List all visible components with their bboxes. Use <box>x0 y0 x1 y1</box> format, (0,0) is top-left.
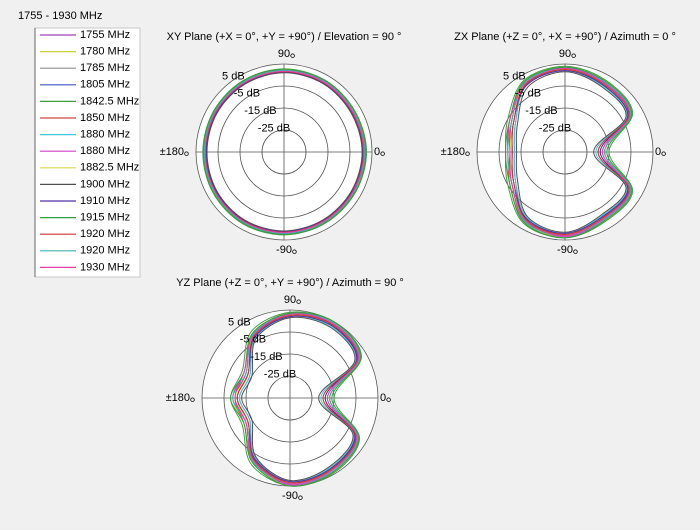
legend-label: 1882.5 MHz <box>80 162 139 174</box>
angle-label: -90 <box>276 244 292 256</box>
r-tick-label: 5 dB <box>503 70 526 82</box>
r-tick-label: -15 dB <box>244 105 276 117</box>
legend-box <box>34 27 141 278</box>
pattern-curve <box>505 66 633 239</box>
angle-label: -90 <box>282 490 298 502</box>
legend-label: 1780 MHz <box>80 46 130 58</box>
pattern-curve <box>238 315 357 483</box>
legend-label: 1755 MHz <box>80 29 130 41</box>
pattern-curve <box>202 68 367 236</box>
legend-label: 1805 MHz <box>80 79 130 91</box>
r-tick-label: -5 dB <box>234 88 260 100</box>
angle-label: -90 <box>557 244 573 256</box>
r-tick-label: -25 dB <box>539 122 571 134</box>
pattern-curve <box>511 68 630 236</box>
degree-mark <box>571 53 576 58</box>
angle-label: 0 <box>374 146 380 158</box>
legend-label: 1930 MHz <box>80 261 130 273</box>
degree-mark <box>190 397 195 402</box>
legend-label: 1920 MHz <box>80 245 130 257</box>
legend-label: 1920 MHz <box>80 228 130 240</box>
r-tick-label: -25 dB <box>258 122 290 134</box>
pattern-curve <box>234 313 360 485</box>
legend-title: 1755 - 1930 MHz <box>18 10 102 22</box>
r-tick-label: -15 dB <box>250 351 282 363</box>
pattern-curve <box>241 316 356 482</box>
plot-title: ZX Plane (+Z = 0°, +X = +90°) / Azimuth … <box>454 31 676 43</box>
degree-mark <box>292 249 297 254</box>
degree-mark <box>386 397 391 402</box>
angle-label: 90 <box>278 48 290 60</box>
plot-title: XY Plane (+X = 0°, +Y = +90°) / Elevatio… <box>167 31 402 43</box>
degree-mark <box>290 53 295 58</box>
pattern-curve <box>236 314 359 484</box>
legend-label: 1880 MHz <box>80 145 130 157</box>
angle-label: 90 <box>284 294 296 306</box>
pattern-curve <box>206 72 363 232</box>
degree-mark <box>184 151 189 156</box>
pattern-curve <box>513 70 628 234</box>
pattern-curve <box>507 67 632 237</box>
r-tick-label: -15 dB <box>525 105 557 117</box>
pattern-curve <box>508 67 631 237</box>
legend-label: 1880 MHz <box>80 129 130 141</box>
angle-label: 0 <box>655 146 661 158</box>
degree-mark <box>661 151 666 156</box>
r-tick-label: 5 dB <box>228 316 251 328</box>
r-tick-label: -5 dB <box>515 88 541 100</box>
pattern-curve <box>232 313 361 485</box>
legend-label: 1910 MHz <box>80 195 130 207</box>
legend-label: 1915 MHz <box>80 212 130 224</box>
degree-mark <box>465 151 470 156</box>
r-tick-label: 5 dB <box>222 70 245 82</box>
angle-label: 90 <box>559 48 571 60</box>
degree-mark <box>380 151 385 156</box>
angle-label: ±180 <box>441 146 465 158</box>
legend-label: 1900 MHz <box>80 178 130 190</box>
pattern-curve <box>203 69 366 234</box>
angle-label: 0 <box>380 392 386 404</box>
legend-label: 1785 MHz <box>80 62 130 74</box>
r-tick-label: -5 dB <box>240 334 266 346</box>
plot-title: YZ Plane (+Z = 0°, +Y = +90°) / Azimuth … <box>176 277 404 289</box>
r-tick-label: -25 dB <box>264 368 296 380</box>
degree-mark <box>573 249 578 254</box>
degree-mark <box>298 495 303 500</box>
angle-label: ±180 <box>160 146 184 158</box>
pattern-curve <box>204 70 365 234</box>
pattern-curve <box>230 312 361 487</box>
legend-label: 1842.5 MHz <box>80 95 139 107</box>
degree-mark <box>296 299 301 304</box>
angle-label: ±180 <box>166 392 190 404</box>
pattern-curve <box>515 71 627 233</box>
legend-label: 1850 MHz <box>80 112 130 124</box>
